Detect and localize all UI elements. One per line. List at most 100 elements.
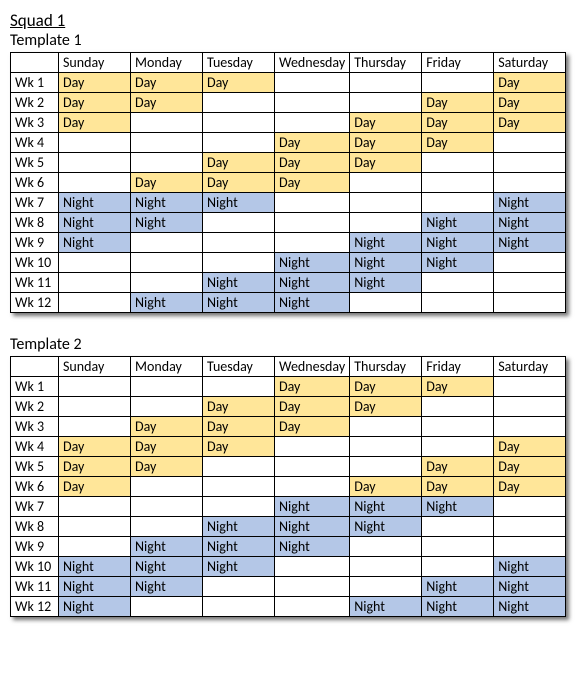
shift-cell: Night [275,273,350,293]
shift-cell [350,417,422,437]
shift-cell: Night [131,577,203,597]
shift-cell: Night [350,597,422,617]
shift-cell: Day [275,133,350,153]
column-header: Saturday [494,357,566,377]
shift-cell [422,517,494,537]
shift-cell [275,73,350,93]
shift-cell [131,153,203,173]
shift-cell [203,477,275,497]
table-row: Wk 9NightNightNight [11,537,566,557]
column-header: Tuesday [203,357,275,377]
shift-cell [275,577,350,597]
week-label: Wk 6 [11,477,59,497]
shift-cell [131,133,203,153]
shift-cell [131,477,203,497]
shift-cell: Day [494,73,566,93]
shift-cell [59,397,131,417]
shift-cell: Day [203,153,275,173]
shift-cell [422,193,494,213]
shift-cell: Night [422,253,494,273]
column-header: Wednesday [275,53,350,73]
shift-cell: Night [350,273,422,293]
squad-title: Squad 1 [10,10,578,31]
shift-cell: Day [275,153,350,173]
shift-cell: Night [494,557,566,577]
shift-cell [59,517,131,537]
week-label: Wk 10 [11,557,59,577]
table-row: Wk 11NightNightNightNight [11,577,566,597]
shift-cell [203,597,275,617]
shift-cell: Day [59,113,131,133]
week-label: Wk 1 [11,377,59,397]
shift-cell: Day [275,397,350,417]
shift-cell [494,273,566,293]
column-header: Sunday [59,53,131,73]
shift-cell: Night [131,537,203,557]
shift-cell: Day [422,457,494,477]
shift-cell: Night [59,597,131,617]
shift-cell [350,193,422,213]
table-row: Wk 11NightNightNight [11,273,566,293]
shift-cell: Night [203,557,275,577]
shift-cell: Night [494,577,566,597]
column-header: Thursday [350,357,422,377]
shift-cell: Day [494,477,566,497]
table-row: Wk 12NightNightNightNight [11,597,566,617]
table-header-row: SundayMondayTuesdayWednesdayThursdayFrid… [11,53,566,73]
shift-cell [275,457,350,477]
shift-cell: Night [275,537,350,557]
week-label: Wk 4 [11,437,59,457]
week-label: Wk 12 [11,597,59,617]
table-row: Wk 8NightNightNight [11,517,566,537]
shift-cell: Night [275,293,350,313]
shift-cell [494,397,566,417]
shift-cell [131,377,203,397]
shift-cell: Day [275,417,350,437]
week-label: Wk 1 [11,73,59,93]
week-label: Wk 10 [11,253,59,273]
table-row: Wk 7NightNightNightNight [11,193,566,213]
shift-cell: Night [131,293,203,313]
shift-cell [131,273,203,293]
shift-cell [203,577,275,597]
shift-cell [350,437,422,457]
shift-cell: Day [203,173,275,193]
shift-cell: Night [59,213,131,233]
shift-cell: Night [203,193,275,213]
shift-cell [350,293,422,313]
week-label: Wk 7 [11,497,59,517]
shift-cell [494,133,566,153]
shift-cell [203,457,275,477]
week-label: Wk 8 [11,213,59,233]
shift-cell [350,213,422,233]
column-header: Saturday [494,53,566,73]
shift-cell: Night [203,517,275,537]
week-label: Wk 6 [11,173,59,193]
shift-cell: Day [350,113,422,133]
table-row: Wk 1DayDayDayDay [11,73,566,93]
shift-cell [422,417,494,437]
shift-cell: Night [494,233,566,253]
shift-cell [422,557,494,577]
shift-cell [422,397,494,417]
shift-cell [203,233,275,253]
shift-cell [131,113,203,133]
template-title: Template 2 [10,335,578,354]
shift-cell [203,93,275,113]
shift-cell [350,557,422,577]
week-label: Wk 8 [11,517,59,537]
shift-cell: Night [422,577,494,597]
shift-cell: Day [59,457,131,477]
shift-cell: Day [422,113,494,133]
table-row: Wk 5DayDayDay [11,153,566,173]
shift-cell: Day [494,93,566,113]
shift-cell [59,497,131,517]
week-label: Wk 2 [11,93,59,113]
shift-cell: Day [350,397,422,417]
shift-cell: Night [203,293,275,313]
table-shadow-wrap: SundayMondayTuesdayWednesdayThursdayFrid… [10,356,566,617]
column-header: Monday [131,53,203,73]
shift-cell [494,173,566,193]
table-row: Wk 3DayDayDayDay [11,113,566,133]
week-label: Wk 12 [11,293,59,313]
